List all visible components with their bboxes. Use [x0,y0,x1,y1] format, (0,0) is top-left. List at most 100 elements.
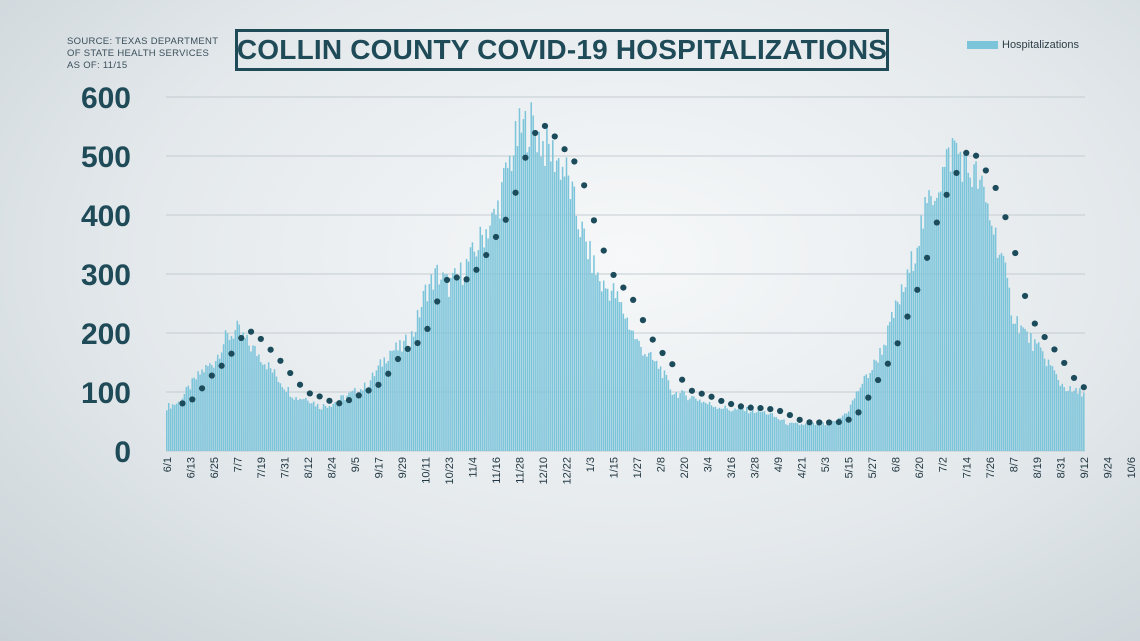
bar-day-216 [589,240,591,451]
trend-dot-88 [336,400,343,407]
bar-day-198 [553,172,556,452]
bar-day-199 [555,160,558,452]
bar-day-282 [718,407,721,451]
bar-day-23 [211,365,213,451]
bar-day-367 [885,345,887,451]
bar-day-461 [1069,386,1071,451]
bar-day-31 [226,333,229,451]
bar-day-135 [430,274,433,451]
bar-day-218 [593,255,595,451]
bar-day-90 [342,395,344,451]
bar-day-341 [834,420,836,451]
bar-day-3 [171,404,174,451]
bar-day-208 [573,186,576,451]
bar-day-58 [279,383,282,451]
bar-day-435 [1018,333,1020,451]
x-tick-label-25: 3/28 [750,457,762,478]
bar-day-451 [1049,365,1052,451]
bar-day-72 [307,400,309,451]
bar-day-409 [967,172,969,451]
bar-day-287 [728,410,730,451]
bar-day-309 [771,413,774,451]
bar-day-308 [769,413,772,451]
bar-day-299 [751,408,754,451]
bar-day-147 [454,268,456,451]
bar-day-318 [789,422,791,451]
trend-dot-198 [551,133,558,140]
bar-day-45 [254,345,256,451]
bar-day-92 [346,395,348,451]
bar-day-434 [1016,316,1018,451]
x-tick-label-39: 9/12 [1079,457,1091,478]
bar-day-344 [840,417,842,451]
trend-dot-138 [434,298,441,305]
bar-day-35 [234,330,237,451]
x-tick-label-5: 7/31 [279,457,291,478]
bar-day-175 [508,155,511,451]
bar-day-154 [467,261,470,451]
trend-dot-158 [473,266,480,273]
bar-day-276 [706,404,709,451]
bar-day-266 [687,400,689,451]
bar-day-96 [354,387,356,451]
bar-day-246 [648,352,650,451]
bar-day-9 [183,394,186,451]
trend-dot-278 [708,393,715,400]
bar-day-13 [191,378,194,451]
x-tick-label-37: 8/19 [1032,457,1044,478]
bar-day-79 [320,409,323,451]
trend-dot-148 [453,274,460,281]
bar-day-389 [928,190,930,451]
trend-dot-423 [992,184,999,192]
bar-day-424 [996,257,999,451]
bar-day-402 [953,140,956,452]
bar-day-50 [263,364,266,451]
bar-day-364 [879,348,881,451]
bar-day-455 [1057,380,1060,451]
bar-day-20 [205,364,207,451]
trend-dot-448 [1041,333,1048,341]
bar-day-467 [1081,396,1083,451]
bar-day-324 [800,424,803,451]
bar-day-65 [293,399,295,451]
bar-day-213 [583,228,585,451]
bar-day-7 [179,402,182,451]
bar-day-53 [269,368,272,451]
x-tick-label-32: 6/20 [914,457,926,478]
trend-dot-123 [404,345,411,352]
bar-day-261 [677,397,679,451]
trend-dot-18 [198,385,206,392]
bar-day-412 [973,164,975,451]
bar-day-212 [581,221,583,451]
trend-dot-338 [825,419,833,426]
bar-day-15 [195,379,197,451]
trend-dot-368 [884,360,891,367]
bar-day-326 [804,423,807,451]
trend-dot-188 [532,129,539,137]
bar-day-200 [557,158,560,451]
bar-day-40 [244,338,246,451]
bar-day-21 [207,366,209,451]
bar-day-134 [428,283,431,451]
bar-day-104 [369,380,372,451]
bar-day-87 [336,401,339,451]
legend-swatch [967,41,998,49]
x-tick-label-31: 6/8 [891,457,903,472]
bar-day-165 [489,225,491,451]
bar-day-39 [242,332,244,451]
trend-dot-193 [541,122,549,130]
bar-day-325 [802,425,805,451]
trend-dot-323 [796,416,803,423]
bar-day-430 [1008,287,1011,451]
bar-day-284 [722,408,725,451]
trend-dot-203 [561,146,568,153]
bar-day-89 [340,395,342,451]
bar-day-464 [1075,387,1077,451]
bar-day-70 [303,399,305,451]
bar-day-316 [785,424,787,451]
bar-day-347 [845,413,848,451]
bar-day-95 [352,390,354,451]
bar-day-361 [873,359,875,451]
bar-day-427 [1002,255,1005,451]
